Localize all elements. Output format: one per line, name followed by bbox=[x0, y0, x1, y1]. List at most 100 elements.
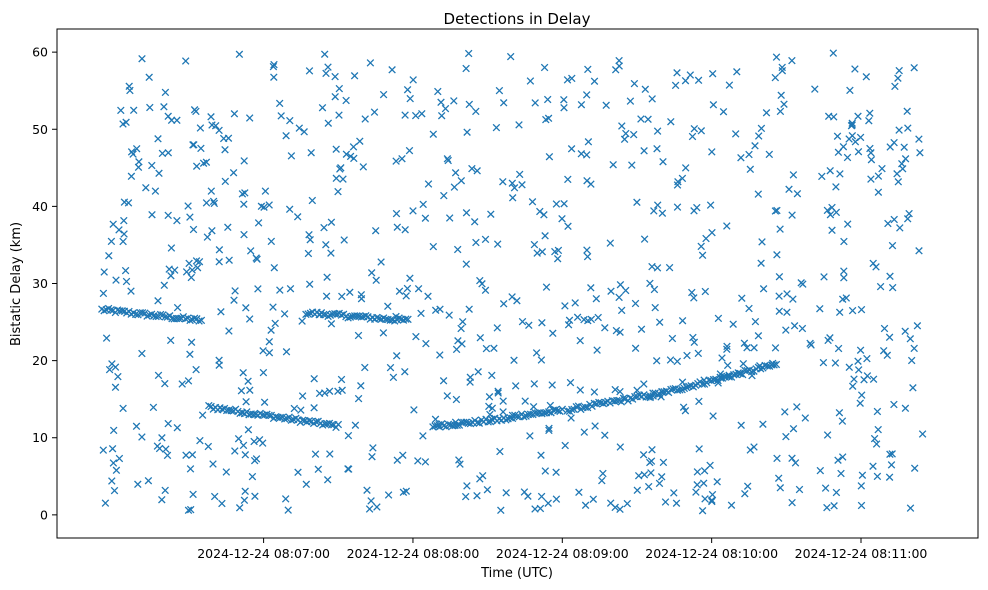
data-point bbox=[831, 359, 840, 367]
data-point bbox=[910, 63, 918, 72]
data-point bbox=[820, 273, 828, 281]
data-point bbox=[490, 344, 498, 353]
data-point bbox=[545, 424, 553, 433]
data-point bbox=[502, 416, 510, 424]
data-point bbox=[740, 339, 749, 347]
data-point bbox=[576, 336, 584, 345]
y-tick-label: 50 bbox=[32, 122, 48, 137]
data-point bbox=[916, 148, 924, 157]
data-point bbox=[865, 116, 873, 125]
data-point bbox=[857, 482, 866, 490]
data-point bbox=[377, 258, 385, 266]
data-point bbox=[693, 481, 701, 489]
data-point bbox=[510, 184, 519, 192]
data-point bbox=[590, 77, 599, 85]
data-point bbox=[629, 130, 638, 139]
data-point bbox=[513, 412, 521, 421]
data-point bbox=[745, 150, 753, 159]
data-point bbox=[476, 276, 484, 285]
data-point bbox=[225, 256, 233, 264]
data-point bbox=[251, 492, 259, 501]
data-point bbox=[678, 378, 687, 386]
data-point bbox=[671, 81, 680, 90]
data-point bbox=[265, 411, 273, 420]
data-point bbox=[437, 111, 446, 120]
data-point bbox=[229, 168, 238, 177]
data-point bbox=[144, 476, 153, 485]
data-point bbox=[700, 376, 708, 384]
data-point bbox=[590, 388, 599, 396]
data-point bbox=[540, 409, 548, 417]
data-point bbox=[318, 103, 327, 112]
data-point bbox=[342, 150, 351, 158]
data-point bbox=[151, 187, 160, 195]
data-point bbox=[682, 383, 691, 392]
data-point bbox=[208, 226, 216, 235]
data-point bbox=[709, 101, 718, 109]
data-point bbox=[298, 392, 307, 400]
data-point bbox=[107, 306, 115, 314]
data-point bbox=[790, 322, 799, 330]
data-point bbox=[265, 201, 273, 209]
data-point bbox=[661, 498, 670, 506]
data-point bbox=[637, 115, 645, 123]
data-point bbox=[756, 362, 764, 370]
data-point bbox=[617, 306, 626, 315]
data-point bbox=[886, 450, 894, 459]
data-point bbox=[261, 187, 270, 195]
data-point bbox=[903, 107, 911, 116]
data-point bbox=[259, 347, 267, 355]
data-point bbox=[777, 91, 785, 100]
data-point bbox=[631, 392, 639, 401]
data-point bbox=[602, 101, 610, 110]
y-tick-label: 60 bbox=[32, 45, 48, 60]
data-point bbox=[173, 423, 182, 432]
data-point bbox=[689, 333, 697, 342]
data-point bbox=[554, 407, 562, 415]
data-point bbox=[441, 104, 450, 113]
data-point bbox=[876, 282, 885, 291]
data-point bbox=[466, 378, 474, 386]
data-point bbox=[482, 344, 491, 353]
data-point bbox=[678, 174, 687, 183]
data-point bbox=[567, 414, 575, 422]
data-point bbox=[690, 207, 698, 215]
data-point bbox=[907, 356, 916, 365]
data-point bbox=[537, 356, 546, 364]
data-point bbox=[502, 489, 510, 497]
data-point bbox=[649, 392, 657, 400]
data-point bbox=[276, 413, 285, 422]
data-point bbox=[280, 415, 289, 423]
data-point bbox=[241, 189, 249, 197]
data-point bbox=[589, 495, 598, 503]
data-point bbox=[718, 354, 726, 362]
data-point bbox=[184, 506, 193, 515]
data-point bbox=[582, 91, 591, 99]
data-point bbox=[417, 309, 425, 318]
data-point bbox=[196, 436, 204, 445]
data-point bbox=[134, 163, 143, 172]
data-point bbox=[673, 203, 682, 211]
data-point bbox=[905, 209, 913, 218]
data-point bbox=[646, 458, 654, 467]
data-point bbox=[669, 385, 677, 393]
data-point bbox=[252, 455, 261, 463]
data-point bbox=[466, 419, 475, 428]
data-point bbox=[132, 422, 141, 431]
data-point bbox=[626, 97, 635, 105]
data-point bbox=[450, 183, 459, 191]
data-point bbox=[788, 498, 796, 507]
data-point bbox=[819, 358, 828, 367]
data-point bbox=[242, 304, 250, 312]
data-point bbox=[521, 397, 529, 405]
data-point bbox=[451, 169, 460, 177]
data-point bbox=[354, 394, 363, 403]
data-point bbox=[224, 134, 233, 142]
data-point bbox=[495, 86, 504, 95]
data-point bbox=[581, 403, 590, 411]
data-point bbox=[401, 111, 409, 119]
data-point bbox=[234, 434, 243, 443]
data-point bbox=[473, 418, 481, 427]
data-point bbox=[499, 300, 508, 308]
data-point bbox=[163, 451, 172, 460]
